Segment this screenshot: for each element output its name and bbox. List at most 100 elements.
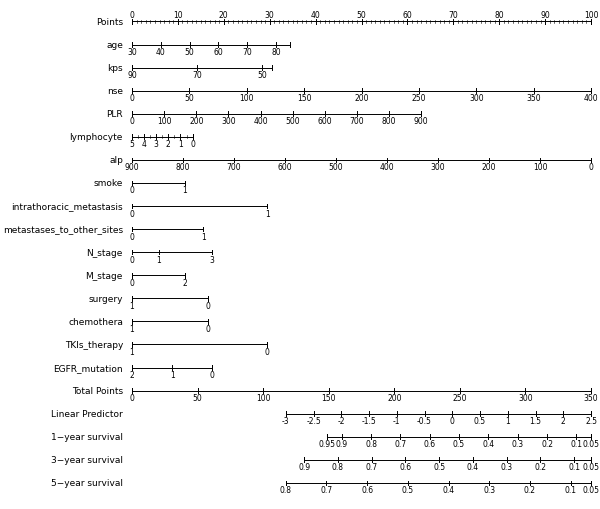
Text: -2.5: -2.5 (306, 416, 321, 426)
Text: 200: 200 (354, 94, 369, 103)
Text: 1: 1 (130, 347, 134, 356)
Text: 500: 500 (286, 117, 300, 126)
Text: 0: 0 (130, 255, 134, 264)
Text: 0.3: 0.3 (512, 439, 524, 448)
Text: 40: 40 (156, 48, 166, 57)
Text: 400: 400 (584, 94, 598, 103)
Text: 0.05: 0.05 (583, 462, 599, 471)
Text: -1.5: -1.5 (362, 416, 376, 426)
Text: 700: 700 (227, 163, 241, 172)
Text: 300: 300 (518, 393, 533, 402)
Text: 0.3: 0.3 (483, 486, 496, 494)
Text: 0.2: 0.2 (535, 462, 547, 471)
Text: N_stage: N_stage (86, 248, 123, 257)
Text: 0.6: 0.6 (400, 462, 412, 471)
Text: 0.05: 0.05 (583, 486, 599, 494)
Text: 100: 100 (256, 393, 271, 402)
Text: age: age (106, 41, 123, 50)
Text: -1: -1 (393, 416, 401, 426)
Text: 1: 1 (201, 232, 206, 241)
Text: 100: 100 (584, 11, 598, 20)
Text: PLR: PLR (106, 110, 123, 119)
Text: Points: Points (96, 18, 123, 27)
Text: 0.9: 0.9 (335, 439, 348, 448)
Text: 2.5: 2.5 (585, 416, 597, 426)
Text: 50: 50 (356, 11, 367, 20)
Text: 0.7: 0.7 (394, 439, 406, 448)
Text: 0.7: 0.7 (320, 486, 332, 494)
Text: 60: 60 (214, 48, 223, 57)
Text: 0: 0 (130, 117, 134, 126)
Text: 1: 1 (182, 186, 187, 195)
Text: -3: -3 (282, 416, 290, 426)
Text: surgery: surgery (89, 294, 123, 303)
Text: 50: 50 (185, 48, 194, 57)
Text: 0: 0 (130, 278, 134, 287)
Text: alp: alp (109, 156, 123, 165)
Text: 40: 40 (311, 11, 320, 20)
Text: 1−year survival: 1−year survival (51, 432, 123, 441)
Text: 4: 4 (142, 140, 146, 149)
Text: 150: 150 (297, 94, 311, 103)
Text: nse: nse (107, 87, 123, 96)
Text: 2: 2 (166, 140, 171, 149)
Text: 350: 350 (526, 94, 541, 103)
Text: 20: 20 (219, 11, 229, 20)
Text: 0.6: 0.6 (424, 439, 436, 448)
Text: 300: 300 (221, 117, 236, 126)
Text: 10: 10 (173, 11, 183, 20)
Text: 350: 350 (584, 393, 598, 402)
Text: 600: 600 (278, 163, 292, 172)
Text: 2: 2 (182, 278, 187, 287)
Text: 0: 0 (589, 163, 593, 172)
Text: M_stage: M_stage (86, 271, 123, 280)
Text: 0.8: 0.8 (332, 462, 344, 471)
Text: 0.8: 0.8 (280, 486, 292, 494)
Text: 0: 0 (130, 232, 134, 241)
Text: Total Points: Total Points (72, 386, 123, 395)
Text: 0: 0 (130, 209, 134, 218)
Text: 0.95: 0.95 (319, 439, 335, 448)
Text: 100: 100 (157, 117, 172, 126)
Text: 900: 900 (125, 163, 139, 172)
Text: 0.4: 0.4 (482, 439, 494, 448)
Text: 100: 100 (533, 163, 547, 172)
Text: 70: 70 (448, 11, 458, 20)
Text: 0.5: 0.5 (402, 486, 414, 494)
Text: 100: 100 (239, 94, 254, 103)
Text: 0.8: 0.8 (365, 439, 377, 448)
Text: 0.4: 0.4 (467, 462, 479, 471)
Text: 3: 3 (154, 140, 158, 149)
Text: 0.1: 0.1 (571, 439, 583, 448)
Text: 1: 1 (157, 255, 161, 264)
Text: 2: 2 (130, 371, 134, 379)
Text: 0: 0 (210, 371, 215, 379)
Text: 50: 50 (193, 393, 202, 402)
Text: 500: 500 (329, 163, 343, 172)
Text: 0.7: 0.7 (365, 462, 377, 471)
Text: 0.5: 0.5 (453, 439, 465, 448)
Text: 0.2: 0.2 (541, 439, 553, 448)
Text: 250: 250 (452, 393, 467, 402)
Text: 80: 80 (271, 48, 281, 57)
Text: 700: 700 (350, 117, 364, 126)
Text: 0.1: 0.1 (565, 486, 577, 494)
Text: 0: 0 (205, 301, 210, 310)
Text: -0.5: -0.5 (417, 416, 432, 426)
Text: 800: 800 (176, 163, 190, 172)
Text: 250: 250 (412, 94, 426, 103)
Text: 0: 0 (130, 94, 134, 103)
Text: 150: 150 (322, 393, 336, 402)
Text: 30: 30 (127, 48, 137, 57)
Text: 5−year survival: 5−year survival (51, 478, 123, 488)
Text: 0: 0 (190, 140, 195, 149)
Text: 200: 200 (482, 163, 496, 172)
Text: 1: 1 (178, 140, 183, 149)
Text: lymphocyte: lymphocyte (70, 133, 123, 142)
Text: intrathoracic_metastasis: intrathoracic_metastasis (11, 202, 123, 211)
Text: 800: 800 (382, 117, 396, 126)
Text: 0: 0 (130, 393, 134, 402)
Text: 0.3: 0.3 (500, 462, 512, 471)
Text: 1: 1 (265, 209, 270, 218)
Text: 1: 1 (130, 301, 134, 310)
